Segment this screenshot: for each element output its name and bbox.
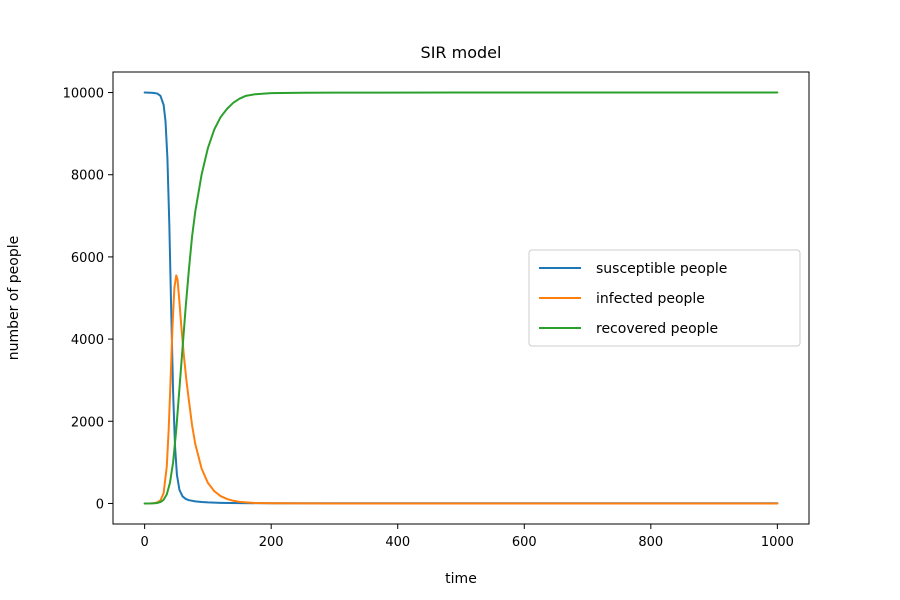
y-tick-label: 2000: [71, 415, 104, 430]
x-tick-label: 0: [140, 535, 148, 550]
series-line-recovered: [143, 91, 779, 505]
legend-box: [528, 249, 801, 347]
series-layer: [143, 91, 779, 505]
legend-label-infected: infected people: [596, 291, 705, 307]
x-axis-label: time: [445, 571, 477, 587]
x-tick-label: 800: [638, 535, 663, 550]
legend-label-susceptible: susceptible people: [596, 261, 727, 277]
x-axis: 0 200 400 600 800 1000: [140, 524, 794, 550]
y-axis-label: number of people: [6, 236, 22, 361]
plot-frame: [112, 71, 810, 525]
legend: susceptible people infected people recover…: [528, 249, 801, 347]
x-tick-label: 1000: [761, 535, 794, 550]
y-tick-label: 4000: [71, 333, 104, 348]
y-tick-label: 8000: [71, 169, 104, 184]
x-tick-label: 600: [512, 535, 537, 550]
y-tick-label: 6000: [71, 251, 104, 266]
chart-title: SIR model: [421, 43, 502, 62]
series-line-infected: [143, 274, 779, 505]
y-tick-label: 0: [96, 497, 104, 512]
y-tick-label: 10000: [63, 87, 104, 102]
x-tick-label: 200: [259, 535, 284, 550]
x-tick-label: 400: [385, 535, 410, 550]
series-line-susceptible: [143, 91, 779, 505]
legend-label-recovered: recovered people: [596, 321, 718, 337]
y-axis: 0 2000 4000 6000 8000 10000: [63, 87, 113, 512]
